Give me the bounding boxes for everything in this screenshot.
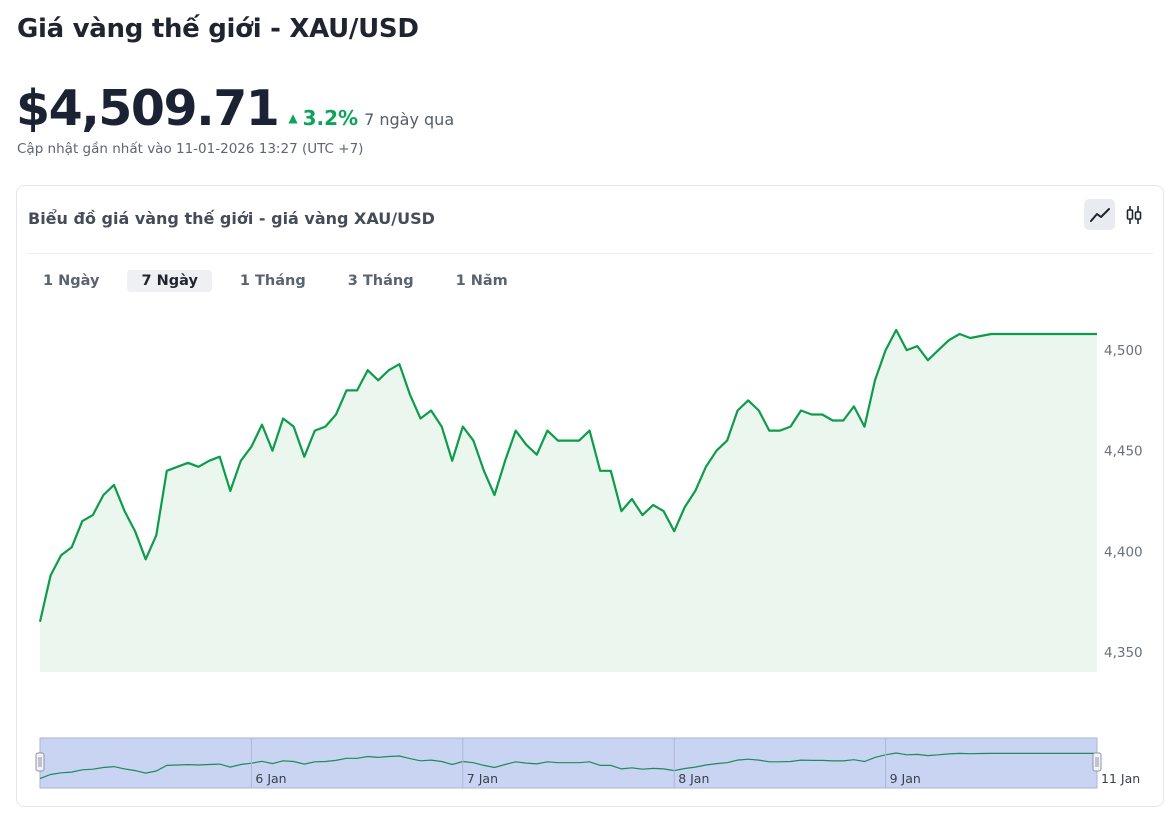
tab-1-month[interactable]: 1 Tháng	[239, 273, 306, 289]
chart-card-title: Biểu đồ giá vàng thế giới - giá vàng XAU…	[28, 209, 435, 228]
y-tick-label: 4,400	[1104, 544, 1143, 560]
chart-card: Biểu đồ giá vàng thế giới - giá vàng XAU…	[16, 185, 1164, 807]
line-chart-icon	[1089, 207, 1110, 222]
page-title: Giá vàng thế giới - XAU/USD	[17, 14, 419, 44]
triangle-up-icon: ▲	[288, 111, 298, 125]
x-tick-label: 8 Jan	[678, 771, 709, 786]
price-area	[40, 330, 1097, 672]
candlestick-chart-button[interactable]	[1118, 199, 1149, 230]
x-tick-label: 9 Jan	[890, 771, 921, 786]
price-line	[38, 328, 1097, 622]
y-tick-label: 4,350	[1104, 645, 1143, 661]
tab-7-days[interactable]: 7 Ngày	[127, 270, 212, 292]
change-period: 7 ngày qua	[364, 110, 455, 129]
navigator-line	[39, 752, 1097, 780]
x-tick-label: 7 Jan	[467, 771, 498, 786]
tab-1-year[interactable]: 1 Năm	[455, 273, 508, 289]
last-updated: Cập nhật gần nhất vào 11-01-2026 13:27 (…	[17, 141, 364, 157]
tab-1-day[interactable]: 1 Ngày	[43, 273, 100, 289]
range-tabs: 1 Ngày 7 Ngày 1 Tháng 3 Tháng 1 Năm	[29, 270, 536, 292]
x-tick-label: 6 Jan	[255, 771, 286, 786]
price-summary: $4,509.71 ▲ 3.2% 7 ngày qua	[16, 80, 454, 137]
y-tick-label: 4,450	[1104, 444, 1143, 460]
price-change: ▲ 3.2% 7 ngày qua	[288, 106, 454, 130]
candlestick-icon	[1126, 205, 1141, 224]
card-divider	[27, 253, 1153, 254]
navigator-handle-left[interactable]	[35, 752, 45, 772]
tab-3-months[interactable]: 3 Tháng	[347, 273, 414, 289]
x-tick-label: 11 Jan	[1101, 771, 1140, 786]
change-percent: 3.2%	[302, 106, 359, 130]
current-price: $4,509.71	[16, 80, 280, 137]
line-chart-button[interactable]	[1084, 199, 1115, 230]
y-tick-label: 4,500	[1104, 343, 1143, 359]
navigator-handle-right[interactable]	[1092, 752, 1102, 772]
